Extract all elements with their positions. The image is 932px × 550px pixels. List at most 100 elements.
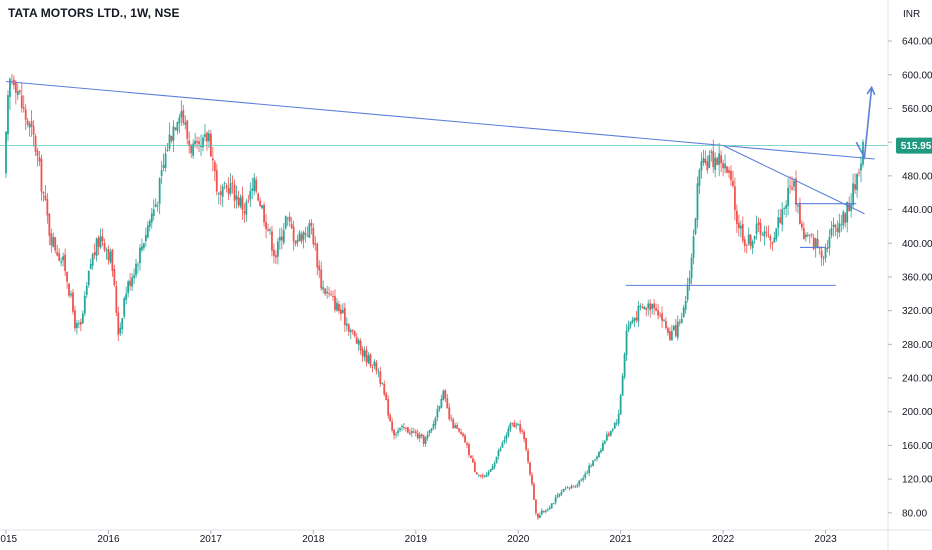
candle-body bbox=[99, 235, 102, 248]
candle-body bbox=[117, 312, 120, 335]
candle-body bbox=[280, 236, 283, 241]
candle-body bbox=[74, 310, 76, 329]
candle-body bbox=[820, 250, 823, 258]
candle-body bbox=[22, 107, 25, 109]
candle-body bbox=[60, 261, 63, 263]
candle-body bbox=[269, 229, 271, 231]
candle-body bbox=[135, 263, 137, 276]
candle-body bbox=[164, 153, 167, 168]
candle-body bbox=[771, 242, 774, 245]
candle-body bbox=[405, 427, 407, 429]
candle-body bbox=[619, 395, 622, 415]
candle-body bbox=[777, 217, 780, 229]
candle-body bbox=[375, 362, 378, 372]
candle-body bbox=[121, 318, 124, 330]
candle-body bbox=[501, 442, 504, 448]
candle-body bbox=[109, 251, 112, 263]
candle-body bbox=[684, 300, 687, 310]
candle-body bbox=[800, 223, 803, 228]
candle-body bbox=[645, 307, 648, 310]
candle-body bbox=[206, 132, 208, 142]
candle-body bbox=[578, 480, 581, 485]
candle-body bbox=[765, 231, 768, 233]
candle-body bbox=[475, 472, 478, 475]
candle-body bbox=[133, 275, 135, 279]
candle-body bbox=[241, 195, 244, 211]
candle-body bbox=[231, 182, 234, 184]
candle-body bbox=[521, 430, 524, 432]
candle-body bbox=[247, 200, 250, 202]
candle-body bbox=[28, 123, 31, 128]
candle-body bbox=[724, 163, 726, 169]
projection-arrow[interactable] bbox=[855, 87, 873, 160]
candle-body bbox=[810, 234, 813, 236]
candle-body bbox=[806, 235, 809, 237]
candle-body bbox=[139, 247, 141, 264]
candle-body bbox=[688, 277, 691, 284]
candle-body bbox=[560, 492, 563, 495]
candle-body bbox=[186, 120, 189, 139]
candle-body bbox=[722, 163, 724, 169]
candle-body bbox=[341, 309, 344, 313]
candle-body bbox=[600, 450, 602, 453]
candle-body bbox=[105, 249, 108, 251]
candle-body bbox=[513, 422, 516, 428]
candle-body bbox=[54, 237, 57, 251]
candle-body bbox=[546, 509, 549, 512]
candle-body bbox=[613, 422, 616, 429]
y-tick-label: 320.00 bbox=[902, 306, 932, 317]
candle-body bbox=[263, 204, 265, 223]
candle-body bbox=[602, 443, 604, 451]
y-tick-label: 120.00 bbox=[902, 475, 932, 486]
candle-body bbox=[511, 422, 514, 424]
candle-body bbox=[401, 425, 403, 428]
candle-body bbox=[343, 308, 346, 325]
candle-body bbox=[566, 487, 569, 489]
y-tick-label: 440.00 bbox=[902, 205, 932, 216]
candle-body bbox=[588, 465, 591, 474]
candle-body bbox=[215, 170, 218, 192]
candle-body bbox=[680, 318, 683, 323]
candle-body bbox=[123, 298, 126, 317]
candle-body bbox=[125, 293, 128, 300]
trendline[interactable] bbox=[722, 145, 865, 215]
candle-body bbox=[9, 78, 11, 97]
candle-body bbox=[334, 296, 336, 310]
candle-body bbox=[101, 236, 104, 242]
trendline[interactable] bbox=[5, 80, 875, 160]
candle-body bbox=[156, 205, 159, 207]
candle-body bbox=[430, 428, 433, 431]
candle-body bbox=[761, 234, 764, 236]
candle-body bbox=[188, 140, 191, 146]
candle-body bbox=[367, 355, 370, 364]
candle-body bbox=[523, 431, 526, 440]
candle-body bbox=[229, 183, 232, 194]
candle-body bbox=[190, 144, 193, 153]
candle-body bbox=[452, 419, 455, 429]
candle-body bbox=[702, 157, 705, 163]
candle-body bbox=[83, 295, 86, 314]
candle-body bbox=[296, 239, 299, 243]
candle-body bbox=[144, 235, 147, 242]
candle-body bbox=[483, 476, 486, 478]
candle-body bbox=[371, 366, 374, 368]
candle-body bbox=[672, 326, 675, 331]
candle-body bbox=[395, 433, 397, 435]
candle-body bbox=[816, 239, 819, 247]
candle-body bbox=[505, 435, 508, 440]
candle-body bbox=[570, 486, 573, 489]
candle-body bbox=[592, 460, 594, 467]
currency-label: INR bbox=[903, 9, 920, 20]
candle-body bbox=[643, 306, 646, 310]
candle-body bbox=[789, 185, 791, 187]
candle-body bbox=[669, 331, 671, 340]
candle-body bbox=[629, 321, 632, 326]
candle-body bbox=[481, 475, 484, 477]
candle-body bbox=[306, 235, 309, 237]
candle-body bbox=[763, 231, 766, 237]
candle-body bbox=[204, 134, 206, 137]
candle-body bbox=[525, 438, 527, 450]
candle-body bbox=[294, 240, 297, 245]
candle-body bbox=[603, 441, 606, 444]
